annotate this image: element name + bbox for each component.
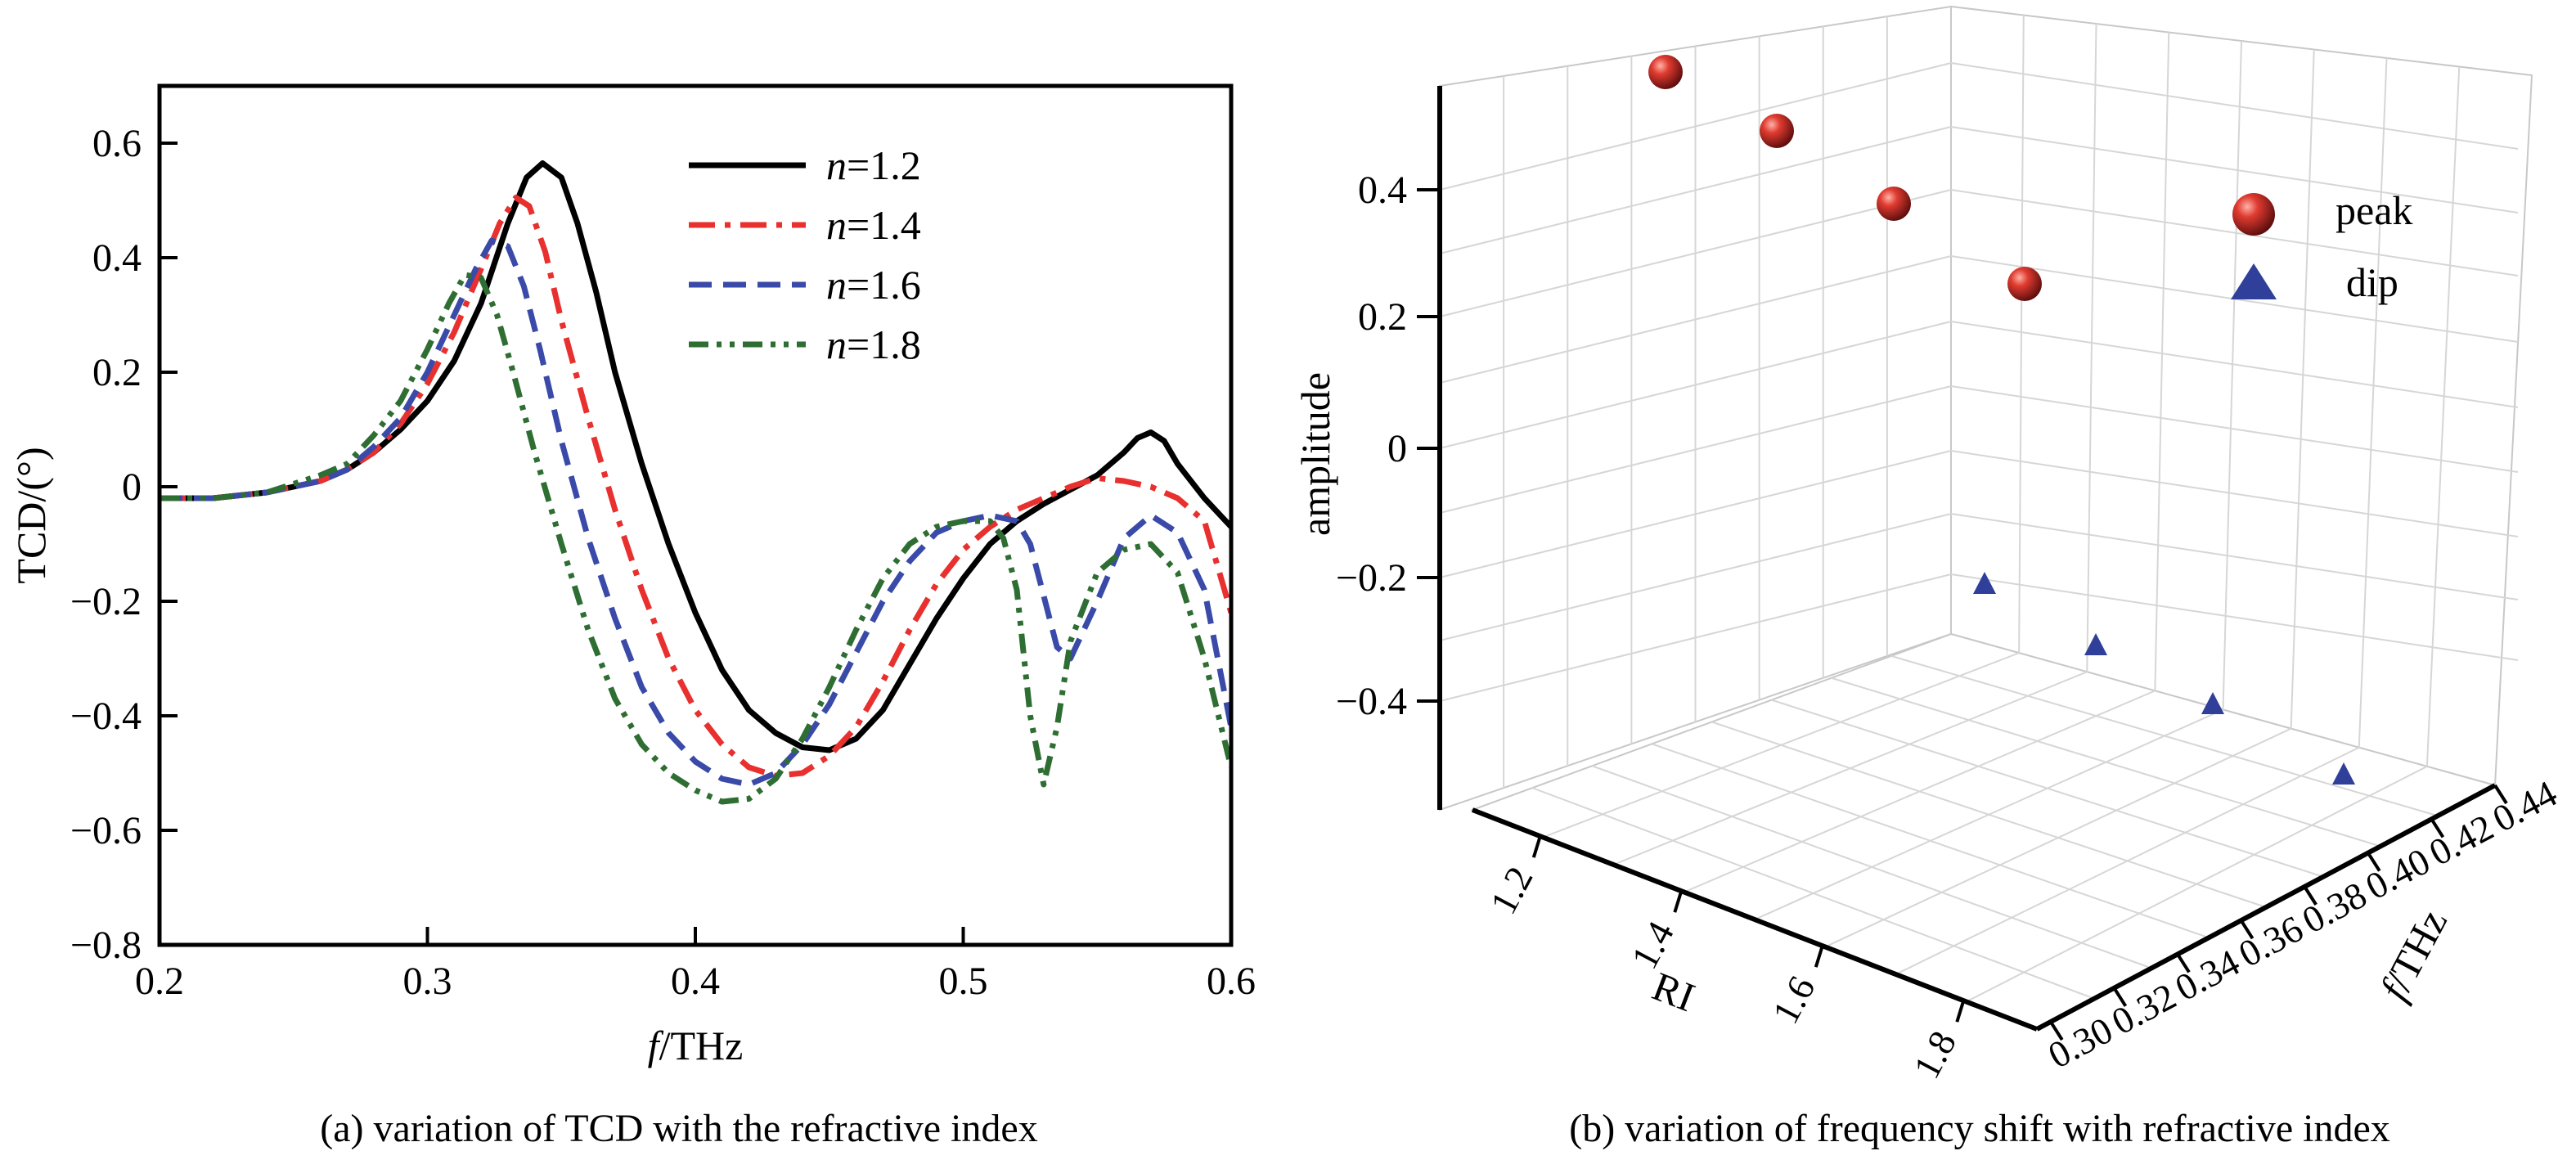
a-series-line-1 <box>160 160 1231 753</box>
b-x-tick-label: 1.2 <box>1482 860 1541 921</box>
caption-a: (a) variation of TCD with the refractive… <box>320 1107 1037 1150</box>
b-grid-z-side <box>1950 513 2519 600</box>
b-grid <box>1439 15 2519 1003</box>
a-y-tick-label: −0.6 <box>70 809 142 852</box>
a-y-tick-label: 0.2 <box>92 351 142 394</box>
a-x-tick-label: 0.5 <box>939 960 988 1003</box>
a-plot-frame <box>157 83 1234 947</box>
a-series-line-3 <box>160 237 1231 788</box>
b-y-tick <box>2049 1020 2064 1041</box>
b-grid-y-side <box>2358 57 2388 748</box>
b-x-tick-label: 1.8 <box>1905 1024 1964 1086</box>
b-peak-point-3 <box>1877 187 1911 221</box>
b-grid-floor <box>1890 654 2439 817</box>
b-y-tick <box>2303 885 2318 906</box>
a-x-tick-label: 0.6 <box>1207 960 1256 1003</box>
b-z-tick-label: 0.4 <box>1358 169 1407 212</box>
b-legend-dip-marker <box>2231 263 2277 299</box>
b-grid-y-side <box>2154 32 2170 691</box>
caption-b: (b) variation of frequency shift with re… <box>1569 1107 2390 1150</box>
b-y-tick-label: 0.44 <box>2486 772 2564 840</box>
a-y-tick-label: −0.4 <box>70 695 142 738</box>
a-series-line-4 <box>160 272 1231 805</box>
b-grid-z-side <box>1950 126 2519 214</box>
b-x-tick <box>1814 945 1824 968</box>
b-x-tick-label: 1.6 <box>1765 969 1823 1031</box>
b-grid-z-side <box>1950 321 2519 408</box>
a-xlabel: f/THz <box>648 1023 744 1068</box>
a-series-line-2 <box>160 195 1231 779</box>
a-legend-label-1: n=1.2 <box>826 142 921 188</box>
b-zlabel: amplitude <box>1292 372 1338 536</box>
b-grid-floor <box>1831 677 2381 848</box>
b-y-tick <box>2239 919 2255 940</box>
b-grid-y-side <box>2086 23 2097 672</box>
b-x-tick <box>1955 1000 1966 1023</box>
a-legend-label-3: n=1.6 <box>826 262 921 308</box>
b-y-tick <box>2493 784 2508 805</box>
b-grid-z-side <box>1950 573 2519 661</box>
b-ylabel: f/THz <box>2371 901 2456 1007</box>
b-legend-dip-label: dip <box>2346 259 2398 305</box>
b-legend-peak-label: peak <box>2335 187 2412 233</box>
b-y-tick <box>2367 852 2381 872</box>
a-y-tick-label: −0.8 <box>70 924 142 967</box>
b-x-axis <box>1471 807 2039 1032</box>
b-dip-point-4 <box>2332 762 2355 785</box>
b-peak-point-4 <box>2007 267 2042 301</box>
b-y-tick <box>2112 987 2128 1007</box>
b-grid-z-side <box>1950 189 2519 277</box>
b-peak-point-2 <box>1760 114 1794 148</box>
a-x-tick-label: 0.2 <box>135 960 184 1003</box>
a-tick-labels: 0.2 0.3 0.4 0.5 0.6 0.6 0.4 0.2 0 −0.2 −0.4 −0.6 −0.… <box>70 122 1256 1003</box>
a-axis-ticks <box>158 142 1233 946</box>
b-grid-z-side <box>1950 385 2519 473</box>
b-grid-floor <box>1711 721 2267 908</box>
a-x-tick-label: 0.3 <box>403 960 452 1003</box>
b-axis-ticks <box>1417 188 2508 1041</box>
a-legend-label-4: n=1.8 <box>826 321 921 367</box>
a-y-tick-label: 0 <box>122 465 142 509</box>
b-x-tick <box>1531 835 1542 858</box>
b-legend-peak-marker <box>2232 193 2275 236</box>
b-grid-y-side <box>2018 15 2025 654</box>
b-y-axis <box>2035 783 2497 1032</box>
b-grid-floor <box>1966 765 2428 1003</box>
a-x-tick-label: 0.4 <box>671 960 720 1003</box>
b-y-tick <box>2430 818 2445 839</box>
b-x-tick <box>1673 890 1684 913</box>
b-grid-y-side <box>2222 40 2242 710</box>
b-z-tick-label: 0.2 <box>1358 295 1407 339</box>
b-z-tick-label: 0 <box>1387 427 1407 470</box>
a-ylabel: TCD/(°) <box>8 447 54 583</box>
tcd-line-chart: 0.2 0.3 0.4 0.5 0.6 0.6 0.4 0.2 0 −0.2 −0.4 −0.6 −0.… <box>8 83 1256 1068</box>
b-grid-y-side <box>2425 66 2461 767</box>
a-y-tick-label: 0.6 <box>92 122 142 165</box>
b-data-points <box>1648 55 2355 785</box>
b-dip-point-1 <box>1973 572 1996 594</box>
b-grid-z-side <box>1950 450 2519 537</box>
a-legend: n=1.2 n=1.4 n=1.6 n=1.8 <box>689 142 921 367</box>
b-grid-floor <box>1895 746 2360 975</box>
b-grid-y-side <box>2290 49 2315 729</box>
a-y-tick-label: −0.2 <box>70 580 142 623</box>
a-legend-label-2: n=1.4 <box>826 202 921 248</box>
b-y-tick <box>2176 953 2191 973</box>
a-y-tick-label: 0.4 <box>92 236 142 280</box>
a-series-lines <box>160 160 1231 805</box>
b-grid-floor <box>1824 727 2292 948</box>
b-z-tick-label: −0.4 <box>1336 680 1407 723</box>
b-grid-floor <box>1771 699 2324 878</box>
b-legend: peak dip <box>2231 187 2412 305</box>
b-dip-point-2 <box>2084 633 2107 655</box>
frequency-shift-3d-scatter: 0.40.20−0.2−0.41.21.41.61.8 0.300.320.340… <box>1292 5 2564 1086</box>
b-dip-point-3 <box>2201 692 2224 714</box>
b-z-tick-label: −0.2 <box>1336 556 1407 600</box>
b-peak-point-1 <box>1648 55 1683 89</box>
b-grid-z-side <box>1950 62 2519 150</box>
